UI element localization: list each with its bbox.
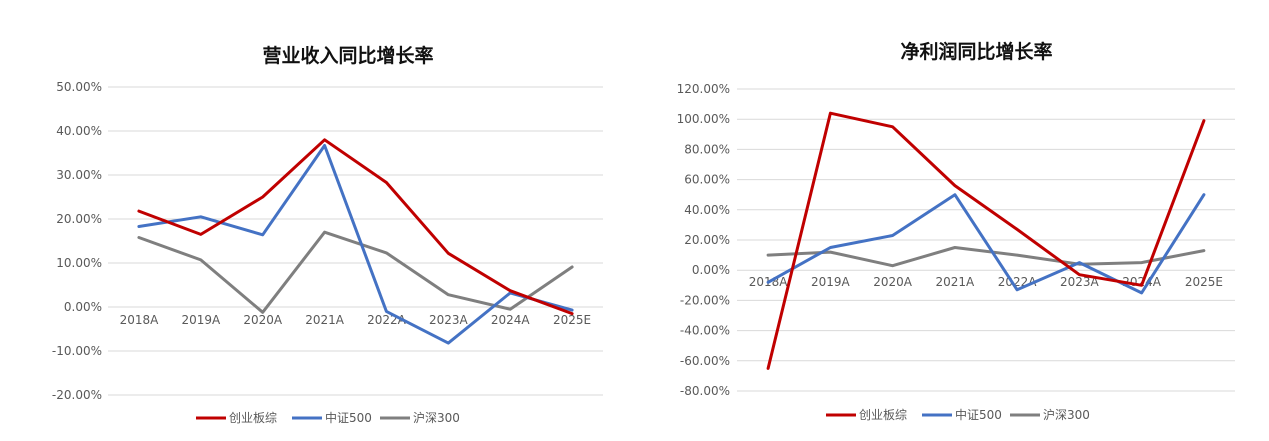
y-tick-label: 20.00% [56, 212, 102, 226]
legend-item: 中证500 [922, 407, 1002, 422]
x-tick-label: 2025E [553, 313, 591, 327]
y-tick-label: 40.00% [684, 203, 730, 217]
chart-svg: 净利润同比增长率 120.00% 100.00% 80.00% 60.00% 40.00%… [677, 40, 1235, 422]
legend-item: 创业板综 [196, 411, 277, 425]
series-line-创业板综 [766, 111, 1206, 370]
series-line-创业板综 [137, 138, 574, 316]
legend-item: 沪深300 [380, 411, 460, 425]
legend-label: 创业板综 [229, 411, 277, 425]
y-tick-label: 40.00% [56, 124, 102, 138]
y-tick-label: -10.00% [52, 344, 102, 358]
legend-label: 中证500 [955, 407, 1002, 422]
y-tick-label: 60.00% [684, 173, 730, 187]
legend-label: 沪深300 [413, 411, 460, 425]
x-tick-label: 2023A [429, 313, 469, 327]
y-tick-label: 50.00% [56, 80, 102, 94]
revenue-growth-chart: 营业收入同比增长率 50.00% 40.00% 30.00% 20.00% 10.00% 0… [0, 0, 634, 441]
x-tick-label: 2020A [243, 313, 283, 327]
y-tick-label: 100.00% [677, 112, 730, 126]
series-line-中证500 [766, 193, 1206, 295]
series-line-沪深300 [766, 246, 1206, 268]
x-tick-label: 2019A [181, 313, 221, 327]
legend-item: 创业板综 [826, 408, 907, 422]
x-tick-label: 2019A [811, 275, 851, 289]
y-tick-label: 80.00% [684, 142, 730, 156]
y-tick-label: -40.00% [680, 324, 730, 338]
legend-label: 中证500 [325, 410, 372, 425]
x-tick-label: 2021A [305, 313, 345, 327]
net-profit-growth-chart: 净利润同比增长率 120.00% 100.00% 80.00% 60.00% 40.00%… [634, 0, 1269, 441]
y-tick-label: 30.00% [56, 168, 102, 182]
chart-title: 净利润同比增长率 [900, 40, 1052, 63]
y-tick-label: 120.00% [677, 82, 730, 96]
y-tick-label: -20.00% [52, 388, 102, 402]
y-tick-label: 10.00% [56, 256, 102, 270]
y-tick-label: 0.00% [692, 263, 730, 277]
x-tick-label: 2020A [873, 275, 913, 289]
x-tick-label: 2021A [936, 275, 976, 289]
chart-svg: 营业收入同比增长率 50.00% 40.00% 30.00% 20.00% 10.00% 0… [52, 44, 603, 425]
y-tick-label: -80.00% [680, 384, 730, 398]
series-line-中证500 [137, 144, 574, 345]
y-tick-label: -20.00% [680, 293, 730, 307]
x-tick-label: 2024A [491, 313, 531, 327]
x-tick-label: 2023A [1060, 275, 1100, 289]
legend-label: 沪深300 [1043, 408, 1090, 422]
legend-item: 沪深300 [1010, 408, 1090, 422]
y-tick-label: -60.00% [680, 354, 730, 368]
y-tick-label: 20.00% [684, 233, 730, 247]
legend-item: 中证500 [292, 410, 372, 425]
chart-title: 营业收入同比增长率 [262, 44, 433, 67]
y-tick-label: 0.00% [64, 300, 102, 314]
series-line-沪深300 [137, 230, 574, 314]
legend-label: 创业板综 [859, 408, 907, 422]
x-tick-label: 2018A [120, 313, 160, 327]
x-tick-label: 2025E [1185, 275, 1223, 289]
